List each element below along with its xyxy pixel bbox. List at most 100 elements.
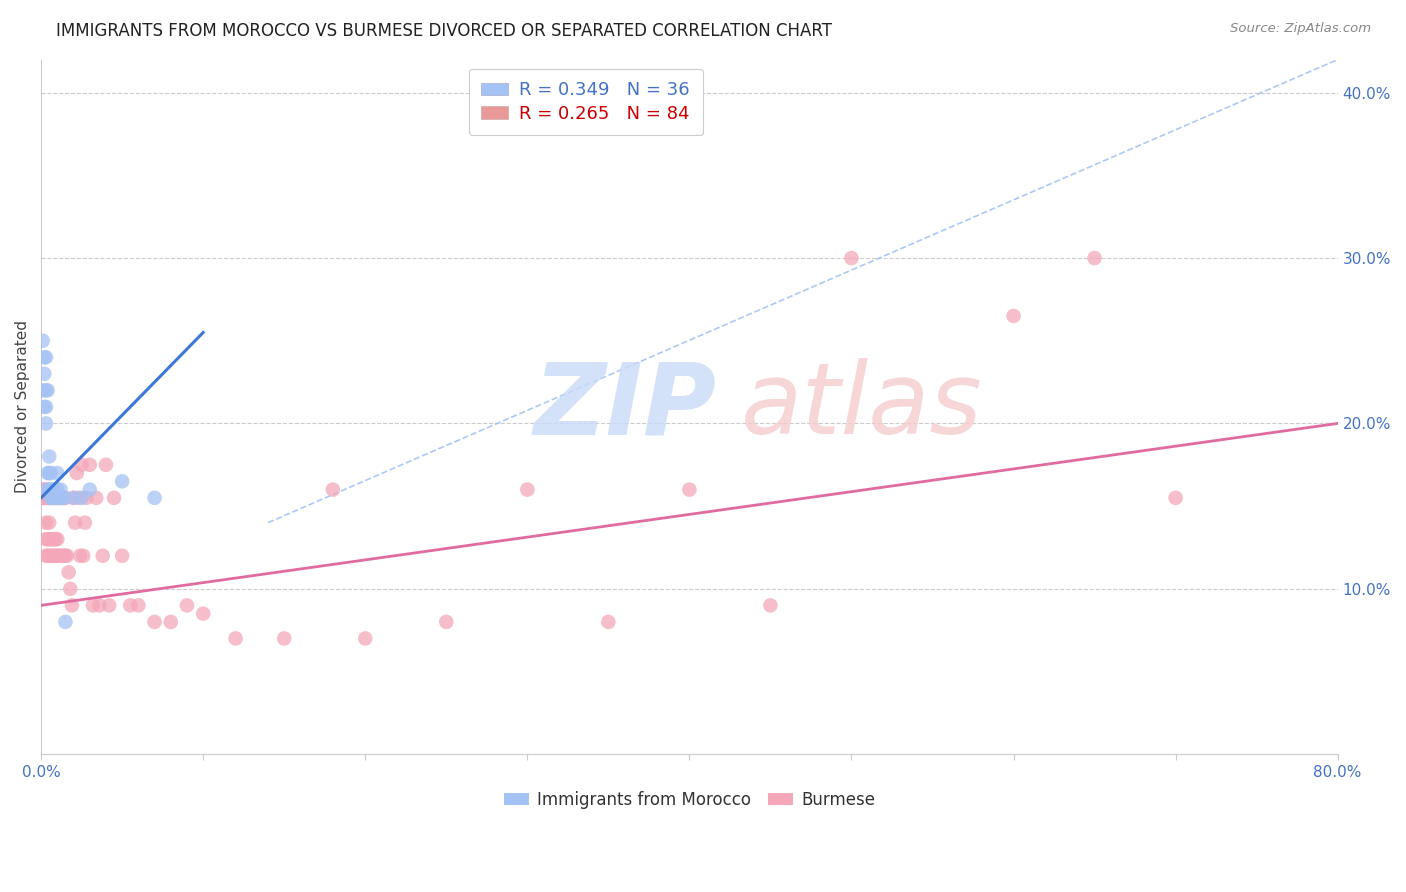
Point: [56, 549, 79, 563]
Point: [225, 632, 247, 646]
Text: atlas: atlas: [741, 359, 983, 456]
Point: [35, 417, 58, 431]
Point: [37, 483, 59, 497]
Point: [354, 632, 377, 646]
Point: [62, 491, 84, 505]
Text: Source: ZipAtlas.com: Source: ZipAtlas.com: [1230, 22, 1371, 36]
Point: [273, 632, 295, 646]
Point: [111, 549, 134, 563]
Point: [516, 483, 538, 497]
Point: [193, 607, 215, 621]
Point: [46, 466, 69, 480]
Point: [41, 483, 63, 497]
Point: [70, 491, 93, 505]
Point: [52, 491, 75, 505]
Point: [52, 491, 75, 505]
Point: [67, 491, 90, 505]
Point: [598, 615, 620, 629]
Point: [35, 351, 58, 365]
Point: [34, 351, 56, 365]
Point: [55, 615, 77, 629]
Point: [103, 491, 125, 505]
Point: [51, 491, 73, 505]
Point: [31, 334, 53, 348]
Point: [38, 450, 60, 464]
Text: ZIP: ZIP: [534, 359, 717, 456]
Point: [322, 483, 344, 497]
Point: [52, 549, 75, 563]
Point: [91, 549, 114, 563]
Point: [49, 483, 72, 497]
Point: [31, 384, 53, 398]
Point: [1164, 491, 1187, 505]
Point: [37, 532, 59, 546]
Point: [38, 491, 60, 505]
Point: [49, 549, 72, 563]
Point: [79, 458, 101, 472]
Point: [34, 491, 56, 505]
Point: [841, 251, 863, 265]
Point: [38, 549, 60, 563]
Point: [37, 384, 59, 398]
Point: [1083, 251, 1105, 265]
Point: [34, 491, 56, 505]
Point: [39, 491, 62, 505]
Point: [39, 483, 62, 497]
Point: [79, 483, 101, 497]
Point: [48, 491, 70, 505]
Point: [49, 491, 72, 505]
Point: [45, 491, 67, 505]
Point: [42, 549, 65, 563]
Point: [82, 599, 104, 613]
Point: [111, 475, 134, 489]
Point: [34, 400, 56, 414]
Point: [89, 599, 111, 613]
Point: [38, 483, 60, 497]
Point: [143, 615, 166, 629]
Point: [76, 491, 98, 505]
Point: [51, 549, 73, 563]
Point: [94, 458, 117, 472]
Point: [45, 491, 67, 505]
Point: [35, 491, 58, 505]
Point: [120, 599, 142, 613]
Point: [42, 483, 65, 497]
Point: [63, 516, 86, 530]
Point: [42, 491, 65, 505]
Point: [51, 491, 73, 505]
Point: [35, 483, 58, 497]
Point: [59, 582, 82, 596]
Point: [42, 491, 65, 505]
Point: [34, 483, 56, 497]
Point: [38, 516, 60, 530]
Point: [39, 491, 62, 505]
Point: [70, 458, 93, 472]
Point: [35, 400, 58, 414]
Point: [72, 549, 94, 563]
Point: [37, 466, 59, 480]
Point: [60, 599, 83, 613]
Point: [55, 549, 77, 563]
Point: [58, 566, 80, 580]
Point: [35, 516, 58, 530]
Point: [73, 516, 96, 530]
Point: [46, 532, 69, 546]
Point: [176, 599, 198, 613]
Point: [46, 491, 69, 505]
Point: [46, 549, 69, 563]
Point: [38, 532, 60, 546]
Point: [31, 483, 53, 497]
Point: [45, 549, 67, 563]
Point: [48, 549, 70, 563]
Point: [37, 549, 59, 563]
Point: [127, 599, 149, 613]
Point: [45, 532, 67, 546]
Point: [84, 491, 107, 505]
Point: [42, 532, 65, 546]
Point: [41, 491, 63, 505]
Point: [41, 549, 63, 563]
Point: [66, 466, 89, 480]
Point: [46, 483, 69, 497]
Point: [34, 367, 56, 381]
Point: [98, 599, 121, 613]
